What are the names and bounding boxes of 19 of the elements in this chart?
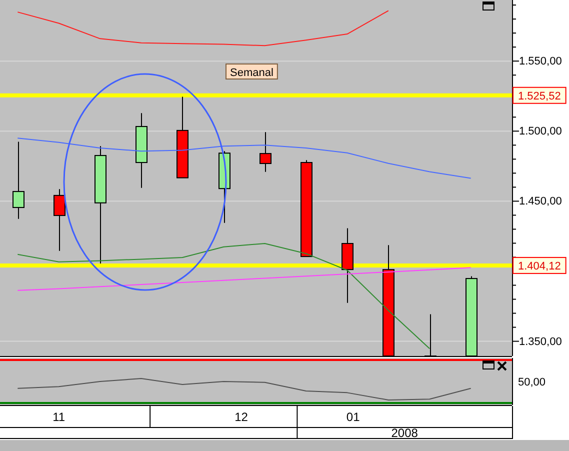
y-tick-label: 1.450,00 [519, 196, 562, 208]
y-tick-label: 1.500,00 [519, 126, 562, 138]
ref-line-label: 1.525,52 [518, 90, 561, 102]
text: 50,00 [518, 376, 546, 388]
x-tick-label: 11 [52, 410, 66, 424]
ref-line-label: 1.404,12 [518, 260, 561, 272]
candlestick [12, 141, 24, 220]
line-series [17, 267, 472, 291]
y-tick-label: 1.350,00 [519, 336, 562, 348]
y-tick-label: 1.550,00 [519, 56, 562, 68]
line-series [17, 138, 472, 179]
candlestick [54, 188, 66, 252]
line-series [17, 243, 430, 350]
candlestick [260, 132, 272, 172]
text: 2008 [391, 426, 418, 440]
annotation: Semanal [230, 67, 274, 79]
line-series [17, 10, 389, 46]
x-tick-label: 01 [346, 410, 360, 424]
x-tick-label: 12 [234, 410, 248, 424]
